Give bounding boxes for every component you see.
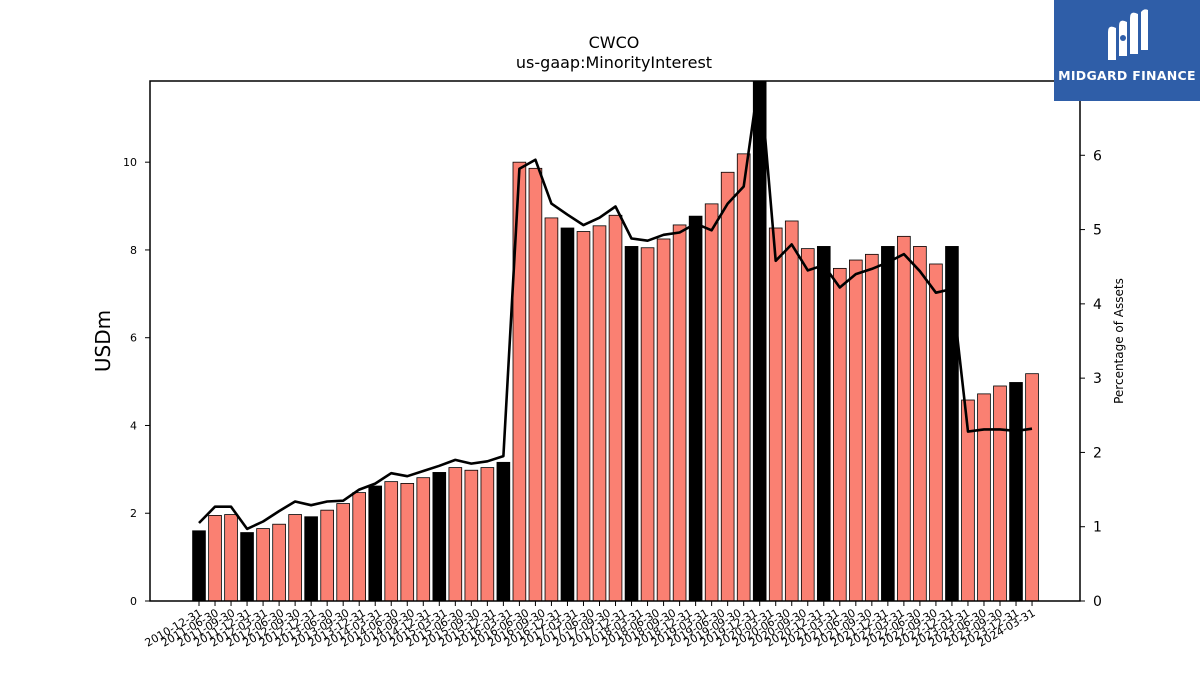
brand-logo: MIDGARD FINANCE — [1054, 0, 1200, 101]
line-series — [198, 81, 1033, 531]
y2-tick-label: 6 — [1093, 148, 1102, 164]
bar-2023-12-31 — [1025, 373, 1039, 601]
bar-2018-03-31 — [656, 238, 671, 601]
y-axis-label: USDm — [91, 310, 115, 372]
bar-2018-09-30 — [688, 215, 703, 601]
y2-tick-label: 3 — [1093, 371, 1102, 387]
bar-2011-06-30 — [224, 514, 238, 601]
bar-2012-03-31 — [272, 523, 286, 601]
bar-2019-09-30 — [752, 81, 767, 601]
bar-2022-09-30 — [945, 246, 959, 601]
midgard-logo-icon — [1108, 9, 1148, 61]
bar-2018-06-30 — [672, 224, 687, 601]
bar-2021-09-30 — [881, 246, 895, 601]
bar-2020-03-31 — [784, 220, 799, 601]
bar-2023-03-31 — [977, 393, 991, 601]
axes: 024681001234562010-12-312011-06-302011-0… — [123, 80, 1102, 650]
bar-2022-06-30 — [929, 263, 943, 601]
bar-2022-03-31 — [913, 246, 927, 601]
chart-title: CWCO — [589, 33, 640, 52]
bar-2016-09-30 — [560, 227, 575, 601]
bar-2017-09-30 — [624, 246, 639, 601]
bar-2016-12-31 — [576, 231, 591, 601]
bar-2020-09-30 — [816, 246, 831, 601]
bar-2013-06-30 — [352, 492, 366, 601]
bar-2014-09-30 — [432, 472, 447, 601]
y-tick-label: 2 — [130, 507, 137, 520]
bar-2021-03-31 — [849, 259, 863, 601]
y-tick-label: 6 — [130, 332, 137, 345]
bar-2019-12-31 — [768, 227, 783, 601]
y-tick-label: 0 — [130, 595, 137, 608]
bar-2020-12-31 — [833, 267, 847, 601]
bar-2013-12-31 — [384, 481, 399, 601]
bar-2015-12-31 — [512, 161, 527, 601]
y2-axis-label: Percentage of Assets — [1112, 278, 1126, 404]
y2-tick-label: 4 — [1093, 297, 1102, 313]
bar-2019-03-31 — [720, 171, 735, 601]
plot-frame — [149, 80, 1081, 602]
y-tick-label: 4 — [130, 419, 137, 432]
bar-2012-09-30 — [304, 516, 318, 601]
bar-2012-12-31 — [320, 509, 334, 601]
bar-2017-06-30 — [608, 214, 623, 601]
bar-2015-06-30 — [480, 467, 495, 601]
bar-2023-06-30 — [993, 385, 1007, 601]
bar-2020-06-30 — [800, 248, 815, 601]
bar-2018-12-31 — [704, 203, 719, 601]
bar-2012-06-30 — [288, 514, 302, 601]
bar-2011-03-31 — [208, 515, 222, 601]
brand-name: MIDGARD FINANCE — [1058, 68, 1196, 83]
bar-series — [192, 81, 1039, 601]
y2-tick-label: 0 — [1093, 594, 1102, 610]
bar-2023-09-30 — [1009, 382, 1023, 601]
bar-2013-03-31 — [336, 503, 350, 601]
y-tick-label: 10 — [123, 156, 137, 169]
bar-2010-12-31 — [192, 530, 206, 601]
bar-2014-03-31 — [400, 482, 415, 601]
bar-2011-09-30 — [240, 532, 254, 601]
bar-2014-12-31 — [448, 467, 463, 601]
bar-2021-12-31 — [897, 235, 911, 601]
y-tick-label: 8 — [130, 244, 137, 257]
bar-2017-03-31 — [592, 225, 607, 601]
bar-2015-09-30 — [496, 461, 511, 601]
bar-2021-06-30 — [865, 253, 879, 601]
y2-tick-label: 5 — [1093, 223, 1102, 239]
percentage-line — [198, 81, 1033, 531]
bar-2015-03-31 — [464, 469, 479, 601]
y2-tick-label: 2 — [1093, 445, 1102, 461]
y2-tick-label: 1 — [1093, 520, 1102, 536]
bar-2017-12-31 — [640, 247, 655, 601]
bar-2019-06-30 — [736, 153, 751, 601]
chart-subtitle: us-gaap:MinorityInterest — [516, 53, 712, 72]
bar-2014-06-30 — [416, 477, 431, 601]
bar-2011-12-31 — [256, 528, 270, 601]
bar-2013-09-30 — [368, 485, 383, 601]
bar-2016-03-31 — [528, 167, 543, 601]
bar-2016-06-30 — [544, 217, 559, 601]
